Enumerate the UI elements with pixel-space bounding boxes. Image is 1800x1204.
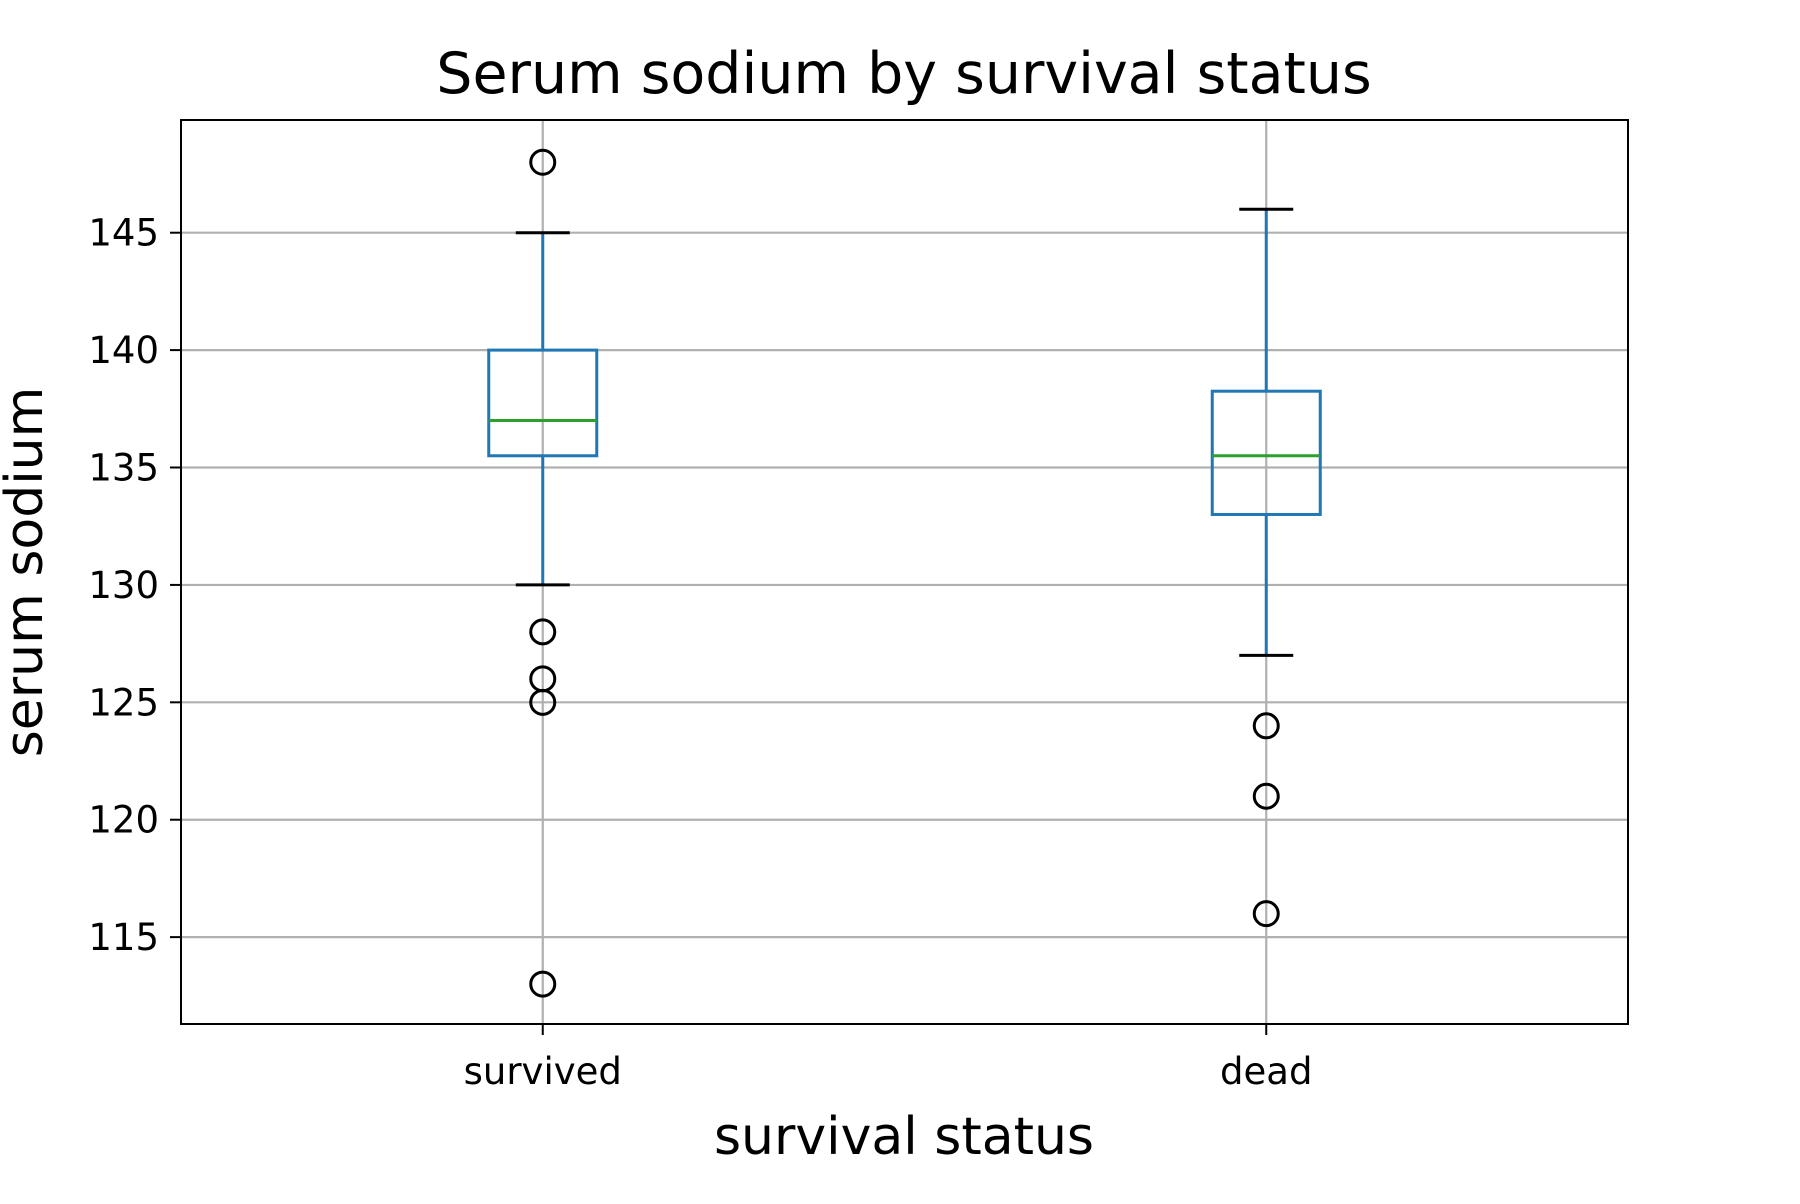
y-axis-label: serum sodium — [0, 387, 55, 758]
y-tick-label: 125 — [88, 681, 159, 724]
box-dead — [1210, 207, 1322, 928]
outlier-point — [529, 148, 557, 176]
x-tick-label: survived — [464, 1050, 622, 1093]
outlier-point — [1252, 782, 1280, 810]
x-axis-label: survival status — [714, 1107, 1094, 1167]
outlier-point — [529, 970, 557, 998]
chart-title: Serum sodium by survival status — [436, 41, 1371, 107]
plot-frame — [180, 119, 1629, 1025]
y-tick-label: 145 — [88, 212, 159, 255]
box-survived — [487, 148, 599, 998]
x-tick-label: dead — [1220, 1050, 1312, 1093]
outlier-point — [1252, 900, 1280, 928]
iqr-box — [487, 348, 599, 458]
iqr-box — [1210, 389, 1322, 516]
y-tick-label: 140 — [88, 329, 159, 372]
outlier-point — [1252, 712, 1280, 740]
outlier-point — [529, 688, 557, 716]
y-tick-label: 135 — [88, 447, 159, 490]
y-tick-label: 130 — [88, 564, 159, 607]
y-tick-label: 115 — [88, 916, 159, 959]
outlier-point — [529, 618, 557, 646]
axis-ticks: 115 120 125 130 135 140 145 survived dead — [88, 212, 1312, 1093]
y-tick-label: 120 — [88, 799, 159, 842]
box-series — [487, 148, 1322, 998]
